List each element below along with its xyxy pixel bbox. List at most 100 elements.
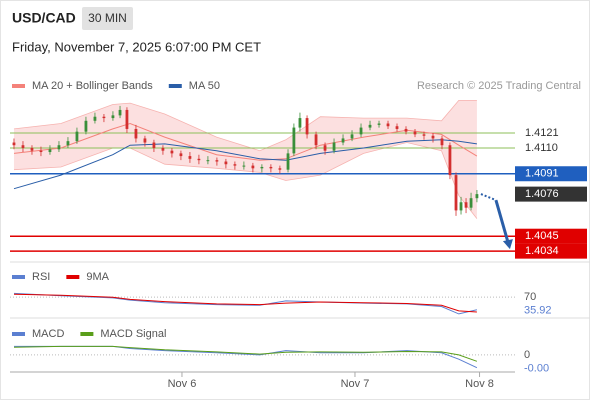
candle-body [152,142,156,148]
projection-dotted [480,193,497,202]
legend-swatch [12,332,25,336]
candle-body [377,123,381,125]
candle-body [21,145,25,148]
datetime: Friday, November 7, 2025 6:07:00 PM CET [12,39,261,54]
candle-body [454,175,458,211]
candle-body [292,127,296,154]
legend-label: MA 50 [189,80,220,92]
timeframe: 30 MIN [88,11,127,25]
candle-body [39,150,43,153]
level-box [515,186,587,202]
level-label: 1.4045 [525,230,559,242]
candle-body [179,153,183,157]
candle-body [170,150,174,154]
candle-body [84,120,88,132]
legend-swatch [12,84,25,88]
level-label: 1.4034 [525,245,559,257]
candle-body [206,160,210,162]
last-value-label: 35.92 [524,305,552,317]
candle-body [350,134,354,139]
candle-body [464,202,468,208]
candle-body [215,160,219,162]
legend-swatch [80,332,94,336]
candle-body [57,145,61,150]
candle-body [332,142,336,151]
legend-label: MA 20 + Bollinger Bands [32,80,153,92]
candle-body [242,165,246,167]
indicator-line [13,345,478,362]
candle-body [314,134,318,146]
candle-body [278,168,282,170]
candle-body [298,118,302,128]
symbol: USD/CAD [12,10,76,26]
candle-body [341,138,345,143]
last-value-label: -0.00 [524,363,549,375]
candle-body [102,116,106,119]
candle-body [75,131,79,142]
candle-body [475,194,479,199]
candle-body [143,138,147,143]
candle-body [188,156,192,159]
candle-body [224,161,228,165]
candle-body [323,145,327,151]
legend-label: MACD Signal [100,328,166,340]
arrow-head [502,239,513,250]
candle-body [368,124,372,128]
level-label: 1.4121 [525,127,559,139]
timeframe-pill [82,7,133,30]
candle-body [440,138,444,146]
candle-body [286,153,290,170]
candle-body [251,165,255,169]
indicator-line [13,293,477,313]
copyright: Research © 2025 Trading Central [417,80,581,92]
candle-body [66,141,70,146]
projection-arrow [494,199,510,243]
candle-body [30,147,34,151]
candle-body [260,166,264,169]
y-tick-label: 0 [524,349,530,361]
candle-body [111,115,115,119]
candle-body [469,198,473,208]
candle-body [459,202,463,211]
indicator-line [13,292,478,315]
candle-body [269,166,273,169]
legend-label: 9MA [86,271,109,283]
candle-body [359,127,363,135]
level-box [515,228,587,244]
level-label: 1.4076 [525,188,559,200]
legend-swatch [66,275,80,279]
candle-body [197,158,201,161]
legend-label: MACD [32,328,64,340]
candle-body [233,164,237,166]
level-label: 1.4110 [525,142,558,154]
candle-body [118,109,122,116]
candle-body [12,142,16,146]
x-tick-label: Nov 8 [465,378,494,390]
bollinger-upper [13,100,477,152]
candle-body [93,116,97,121]
level-box [515,166,587,182]
candle-body [413,131,417,135]
y-tick-label: 70 [524,291,536,303]
legend-swatch [12,275,25,279]
level-label: 1.4091 [525,168,559,180]
legend-label: RSI [32,271,50,283]
candle-body [395,126,399,129]
candle-body [448,145,452,176]
candle-body [161,147,165,151]
moving-average [13,139,477,190]
candle-body [422,134,426,136]
level-box [515,243,587,259]
x-tick-label: Nov 6 [168,378,197,390]
legend-swatch [168,84,182,88]
candle-body [48,149,52,153]
x-tick-label: Nov 7 [341,378,370,390]
candle-body [431,135,435,139]
candle-body [404,128,408,132]
candle-body [386,123,390,127]
candle-body [305,118,309,135]
candle-body [134,128,138,139]
